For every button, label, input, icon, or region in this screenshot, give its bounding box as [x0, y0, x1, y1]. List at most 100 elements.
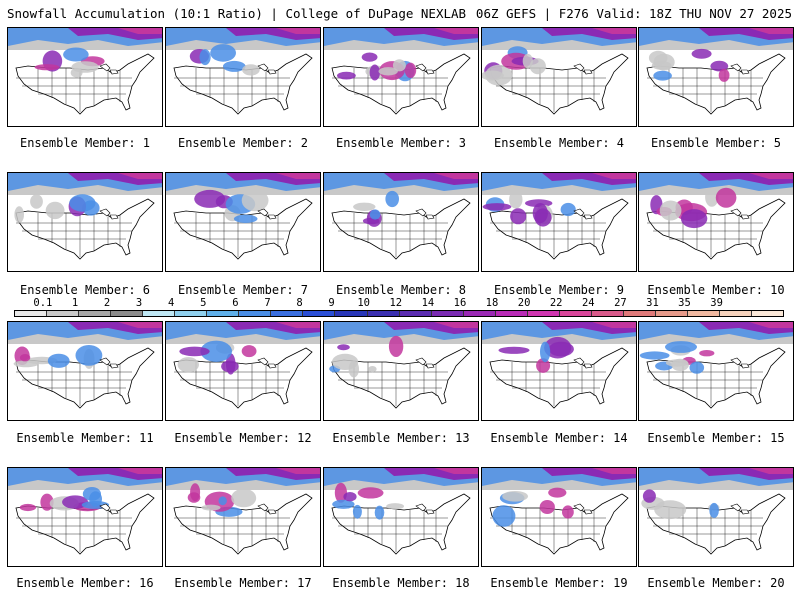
snowfall-map: [324, 173, 478, 260]
colorbar-tick-label: 39: [710, 297, 723, 309]
colorbar-tick-label: 9: [328, 297, 335, 309]
colorbar-tick-label: 4: [168, 297, 175, 309]
colorbar-swatch: [399, 311, 432, 316]
colorbar-swatch: [431, 311, 464, 316]
colorbar-tick-label: 14: [421, 297, 435, 309]
colorbar-tick-label: 18: [485, 297, 499, 309]
colorbar-swatch: [655, 311, 688, 316]
snowfall-map: [482, 173, 636, 260]
colorbar-swatch: [143, 311, 176, 316]
ensemble-member-label: Ensemble Member: 15: [647, 431, 785, 445]
colorbar-tick-label: 10: [357, 297, 371, 309]
ensemble-panel-1: [7, 27, 163, 127]
ensemble-panel-3: [323, 27, 479, 127]
ensemble-member-label: Ensemble Member: 19: [490, 576, 628, 590]
colorbar-swatch: [559, 311, 592, 316]
ensemble-member-label: Ensemble Member: 6: [19, 283, 151, 297]
colorbar-tick-label: 22: [549, 297, 563, 309]
snowfall-map: [324, 468, 478, 555]
ensemble-panel-15: [638, 321, 794, 421]
snowfall-map: [482, 322, 636, 409]
ensemble-panel-16: [7, 467, 163, 567]
colorbar-tick-label: 31: [646, 297, 659, 309]
colorbar-tick-label: 5: [200, 297, 207, 309]
snowfall-map: [166, 468, 320, 555]
ensemble-panel-12: [165, 321, 321, 421]
ensemble-member-label: Ensemble Member: 8: [335, 283, 467, 297]
model-run-info: 06Z GEFS | F276 Valid: 18Z THU NOV 27 20…: [475, 6, 792, 21]
colorbar-swatch: [239, 311, 272, 316]
snowfall-map: [166, 322, 320, 409]
ensemble-panel-18: [323, 467, 479, 567]
ensemble-member-label: Ensemble Member: 16: [16, 576, 154, 590]
ensemble-member-label: Ensemble Member: 9: [493, 283, 625, 297]
colorbar-swatch: [591, 311, 624, 316]
snowfall-map: [482, 468, 636, 555]
colorbar-swatch: [111, 311, 144, 316]
map-title: Snowfall Accumulation (10:1 Ratio) | Col…: [7, 6, 467, 21]
ensemble-member-label: Ensemble Member: 2: [177, 136, 309, 150]
colorbar-swatch: [47, 311, 80, 316]
ensemble-member-label: Ensemble Member: 10: [647, 283, 785, 297]
snowfall-map: [639, 322, 793, 409]
ensemble-member-label: Ensemble Member: 7: [177, 283, 309, 297]
ensemble-panel-8: [323, 172, 479, 272]
colorbar-tick-label: 0.1: [33, 297, 53, 309]
ensemble-panel-6: [7, 172, 163, 272]
snowfall-map: [8, 173, 162, 260]
colorbar-tick-label: 35: [678, 297, 691, 309]
ensemble-panel-13: [323, 321, 479, 421]
ensemble-member-label: Ensemble Member: 13: [332, 431, 470, 445]
colorbar-swatch: [271, 311, 304, 316]
ensemble-member-label: Ensemble Member: 12: [174, 431, 312, 445]
colorbar-swatch: [207, 311, 240, 316]
snowfall-map: [324, 28, 478, 115]
snowfall-map: [639, 173, 793, 260]
colorbar-swatch: [79, 311, 112, 316]
colorbar-tick-label: 3: [135, 297, 143, 309]
colorbar-swatch: [720, 311, 753, 316]
snowfall-map: [8, 468, 162, 555]
ensemble-panel-2: [165, 27, 321, 127]
colorbar-swatch: [527, 311, 560, 316]
snowfall-map: [166, 28, 320, 115]
ensemble-member-label: Ensemble Member: 17: [174, 576, 312, 590]
colorbar-swatch: [367, 311, 400, 316]
ensemble-panel-20: [638, 467, 794, 567]
colorbar-swatch: [15, 311, 48, 316]
colorbar-tick-label: 27: [614, 297, 627, 309]
ensemble-member-label: Ensemble Member: 18: [332, 576, 470, 590]
colorbar-tick-label: 7: [264, 297, 271, 309]
colorbar-labels: 0.1 1 2 3 4 5 6 7 8 9 10 12 14 16 18 20 22 24 27 31 35 39: [14, 297, 784, 309]
colorbar-swatch: [175, 311, 208, 316]
colorbar-swatch: [463, 311, 496, 316]
colorbar-swatch: [495, 311, 528, 316]
ensemble-member-label: Ensemble Member: 4: [493, 136, 625, 150]
colorbar-swatch: [335, 311, 368, 316]
snowfall-map: [8, 322, 162, 409]
colorbar-tick-label: 20: [517, 297, 531, 309]
colorbar-tick-label: 12: [389, 297, 403, 309]
colorbar-tick-label: 8: [296, 297, 303, 309]
ensemble-panel-9: [481, 172, 637, 272]
colorbar-swatch: [687, 311, 721, 316]
ensemble-member-label: Ensemble Member: 11: [16, 431, 154, 445]
ensemble-member-label: Ensemble Member: 3: [335, 136, 467, 150]
ensemble-panel-17: [165, 467, 321, 567]
ensemble-member-label: Ensemble Member: 14: [490, 431, 628, 445]
snowfall-map: [8, 28, 162, 115]
ensemble-panel-11: [7, 321, 163, 421]
ensemble-member-label: Ensemble Member: 20: [647, 576, 785, 590]
snowfall-map: [324, 322, 478, 409]
colorbar-swatch: [303, 311, 336, 316]
ensemble-panel-7: [165, 172, 321, 272]
colorbar-tick-label: 6: [232, 297, 239, 309]
ensemble-panel-14: [481, 321, 637, 421]
colorbar-tick-label: 1: [71, 297, 79, 309]
colorbar-tick-label: 16: [453, 297, 467, 309]
snowfall-map: [639, 468, 793, 555]
ensemble-member-label: Ensemble Member: 5: [650, 136, 782, 150]
colorbar-swatch: [623, 311, 656, 316]
colorbar-tick-label: 24: [581, 297, 595, 309]
colorbar: [14, 310, 784, 317]
